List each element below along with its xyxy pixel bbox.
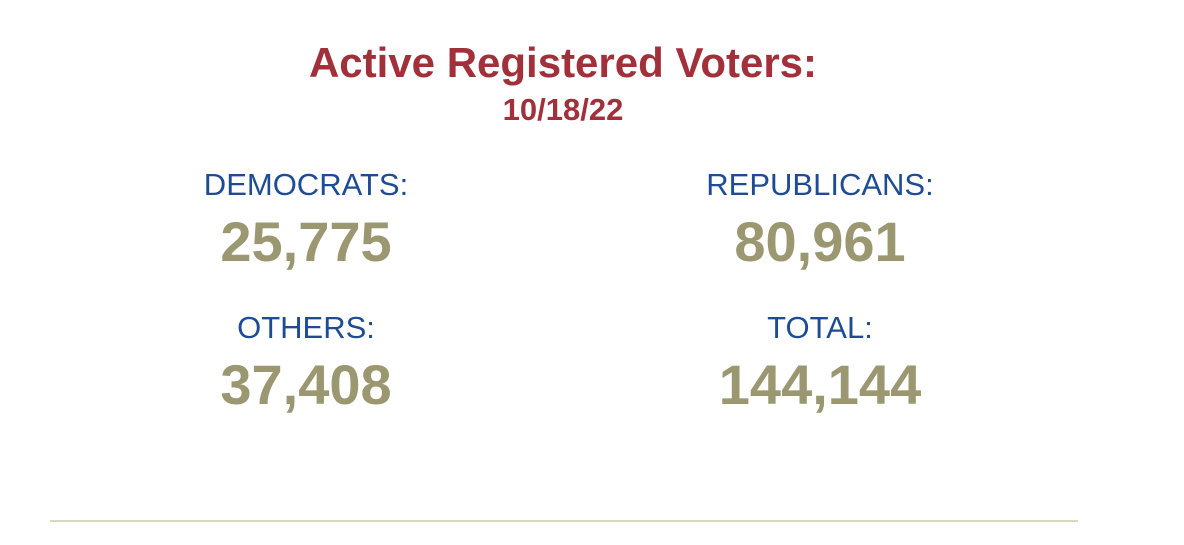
stat-value: 144,144 — [718, 353, 922, 416]
divider — [50, 520, 1078, 522]
title: Active Registered Voters: — [308, 39, 818, 86]
stat-value: 80,961 — [734, 210, 906, 273]
stat-label: DEMOCRATS: — [203, 167, 409, 202]
stat-label: OTHERS: — [237, 310, 375, 345]
stat-value: 37,408 — [220, 353, 392, 416]
stat-label: REPUBLICANS: — [706, 167, 934, 202]
stat-value: 25,775 — [220, 210, 392, 273]
stat-label: TOTAL: — [767, 310, 873, 345]
date: 10/18/22 — [502, 92, 624, 127]
